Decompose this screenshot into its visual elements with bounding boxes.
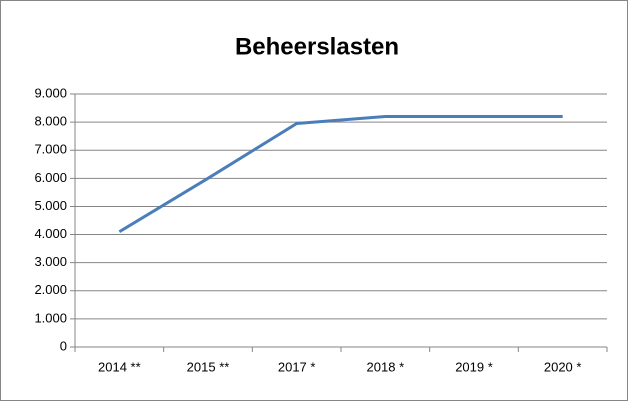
y-tick-label: 4.000	[34, 226, 67, 241]
x-tick-label: 2014 **	[98, 359, 141, 374]
y-tick-label: 2.000	[34, 282, 67, 297]
y-tick-label: 0	[60, 338, 67, 353]
x-tick-label: 2017 *	[278, 359, 316, 374]
y-tick-label: 9.000	[34, 85, 67, 100]
line	[118, 114, 563, 234]
x-tick-label: 2015 **	[187, 359, 230, 374]
chart-title: Beheerslasten	[235, 33, 399, 60]
y-tick-label: 1.000	[34, 310, 67, 325]
y-tick-label: 5.000	[34, 198, 67, 213]
y-tick-label: 6.000	[34, 170, 67, 185]
y-tick-label: 8.000	[34, 114, 67, 129]
x-tick-label: 2020 *	[544, 359, 582, 374]
x-tick-label: 2019 *	[455, 359, 493, 374]
x-tick-label: 2018 *	[367, 359, 405, 374]
y-tick-label: 3.000	[34, 254, 67, 269]
y-tick-label: 7.000	[34, 142, 67, 157]
